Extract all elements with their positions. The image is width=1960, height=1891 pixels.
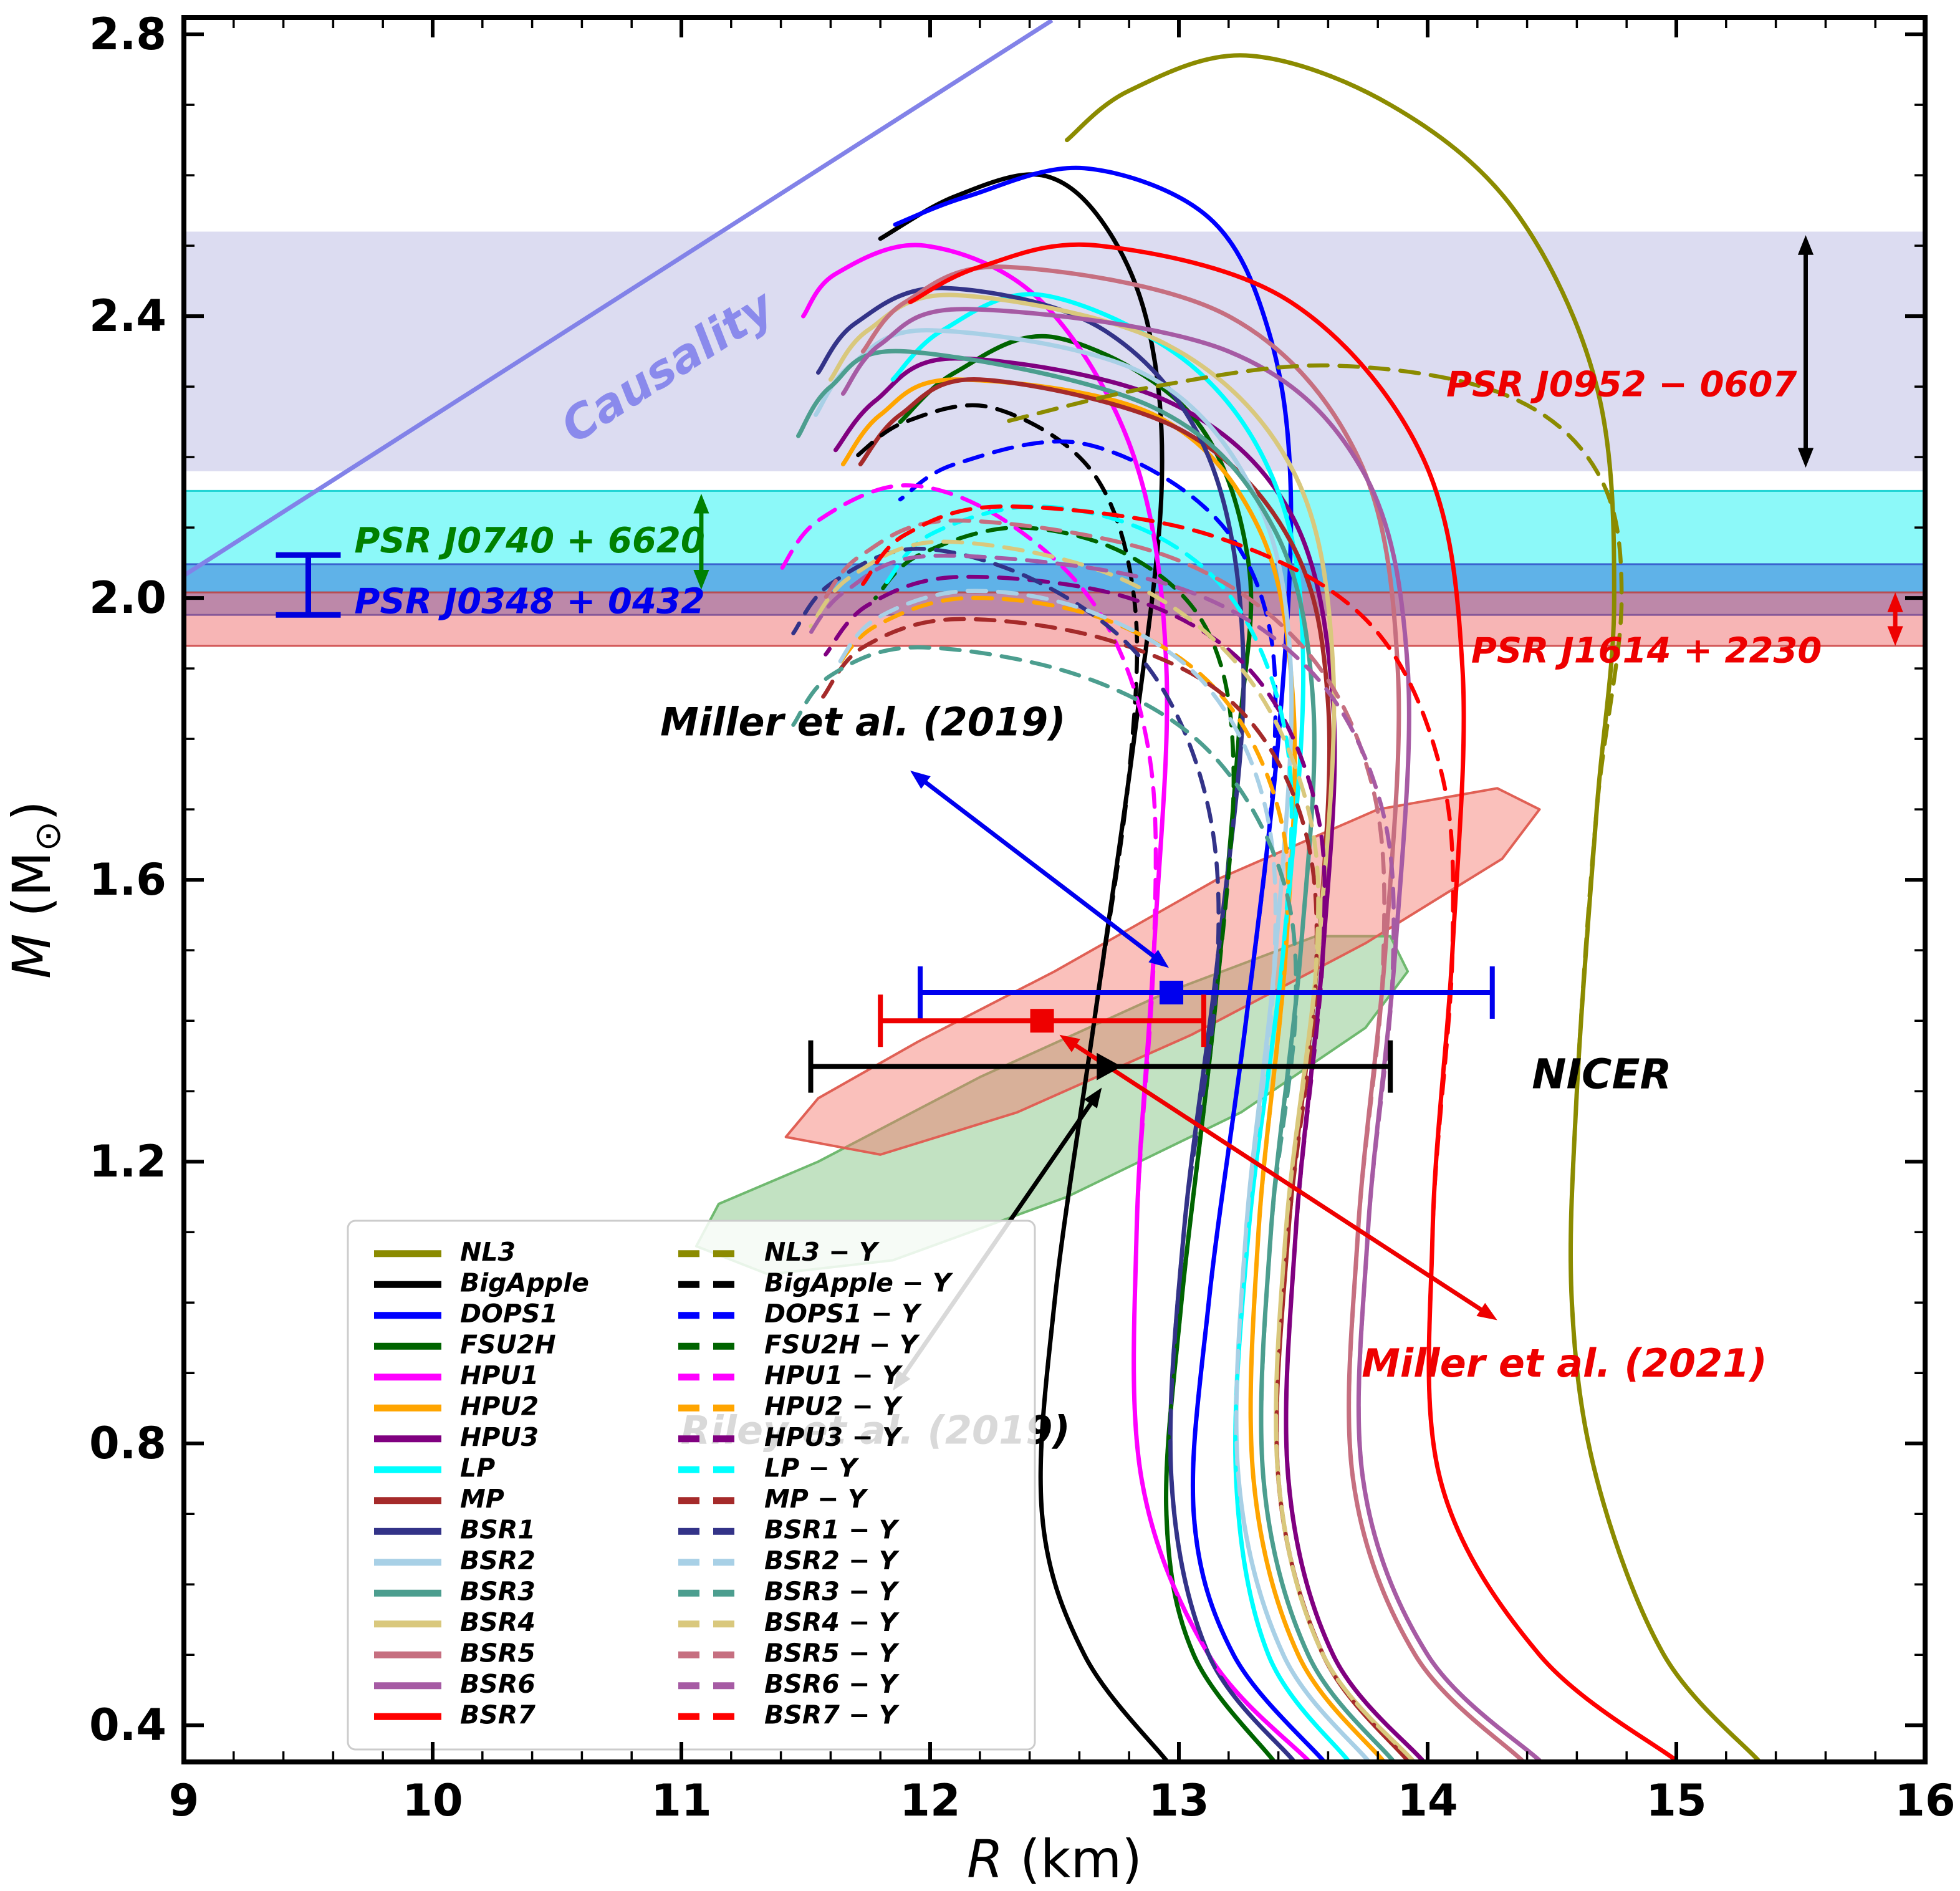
legend-label-NL3-Y: NL3 − Y xyxy=(764,1237,880,1267)
curve-BSR6 xyxy=(840,307,1542,1762)
legend-label-HPU3-Y: HPU3 − Y xyxy=(764,1422,903,1452)
curve-BSR2-Y xyxy=(833,589,1370,1762)
legend-label-BSR2-Y: BSR2 − Y xyxy=(764,1546,900,1576)
curve-NL3-Y xyxy=(1002,363,1761,1762)
legend-label-DOPS1: DOPS1 xyxy=(460,1299,558,1329)
curve-LP-Y xyxy=(883,504,1350,1762)
psr-j1614+2230-band xyxy=(184,592,1925,647)
legend-label-BSR4: BSR4 xyxy=(460,1607,536,1637)
legend-label-BigApple: BigApple xyxy=(460,1268,589,1297)
curve-BSR4-Y xyxy=(809,539,1415,1762)
miller2021-label: Miller et al. (2021) xyxy=(1362,1340,1767,1386)
y-tick-label: 0.8 xyxy=(89,1418,166,1469)
curve-BigApple-Y xyxy=(853,403,1169,1762)
psr-j0740-label: PSR J0740 + 6620 xyxy=(354,521,704,561)
miller2021-pointer-head xyxy=(1476,1302,1497,1321)
curve-BSR7-Y xyxy=(861,504,1679,1762)
legend-label-HPU2: HPU2 xyxy=(460,1391,539,1421)
miller2019-label: Miller et al. (2019) xyxy=(660,700,1065,745)
j1614-range-arrow-head-down xyxy=(1887,626,1903,647)
legend-label-BSR5-Y: BSR5 − Y xyxy=(764,1638,900,1668)
causality-line xyxy=(184,18,1054,577)
riley-2019-bar-marker xyxy=(1097,1052,1122,1080)
y-axis-label: M (M⊙) xyxy=(1,801,69,979)
j0952-range-arrow-head-up xyxy=(1797,235,1814,255)
miller-2019-bar-marker xyxy=(1160,980,1184,1004)
legend-label-LP: LP xyxy=(460,1453,495,1483)
x-tick-label: 15 xyxy=(1646,1775,1706,1826)
psr-j0348-label: PSR J0348 + 0432 xyxy=(354,581,704,622)
legend-label-HPU2-Y: HPU2 − Y xyxy=(764,1391,903,1421)
miller-2021-bar-marker xyxy=(1030,1009,1054,1033)
x-tick-label: 14 xyxy=(1397,1775,1458,1826)
miller2019-pointer xyxy=(921,777,1159,961)
psr-j0952-label: PSR J0952 − 0607 xyxy=(1446,364,1797,405)
curve-BSR1-Y xyxy=(791,546,1295,1762)
y-tick-label: 2.0 xyxy=(89,572,166,623)
miller-2019-contour xyxy=(784,787,1541,1156)
curve-NL3 xyxy=(1065,53,1761,1762)
legend-label-BigApple-Y: BigApple − Y xyxy=(764,1268,954,1297)
legend-label-BSR1: BSR1 xyxy=(460,1514,536,1544)
y-tick-label: 1.6 xyxy=(89,854,166,905)
legend-label-LP-Y: LP − Y xyxy=(764,1453,860,1483)
curve-HPU2-Y xyxy=(833,595,1385,1762)
miller2019-pointer-head xyxy=(1148,950,1170,968)
legend-label-BSR6: BSR6 xyxy=(460,1669,536,1699)
y-tick-label: 0.4 xyxy=(89,1700,166,1751)
legend-label-HPU1: HPU1 xyxy=(460,1360,539,1390)
legend-label-MP: MP xyxy=(460,1484,504,1514)
j0740-range-arrow-head-up xyxy=(693,493,709,514)
nicer-label: NICER xyxy=(1532,1051,1671,1099)
x-axis-label: R (km) xyxy=(967,1829,1142,1890)
miller2021-pointer-tail-head xyxy=(1059,1034,1080,1052)
legend-label-HPU3: HPU3 xyxy=(460,1422,539,1452)
x-tick-label: 16 xyxy=(1895,1775,1955,1826)
legend-label-HPU1-Y: HPU1 − Y xyxy=(764,1360,903,1390)
psr-j1614-label: PSR J1614 + 2230 xyxy=(1471,630,1822,671)
curve-HPU1-Y xyxy=(779,483,1310,1762)
x-tick-label: 12 xyxy=(900,1775,960,1826)
riley2019-pointer-head xyxy=(1084,1087,1102,1109)
x-tick-label: 11 xyxy=(651,1775,711,1826)
j0952-range-arrow-head-down xyxy=(1797,448,1814,468)
y-tick-label: 2.8 xyxy=(89,9,166,60)
curve-BSR6-Y xyxy=(804,554,1542,1762)
legend-label-DOPS1-Y: DOPS1 − Y xyxy=(764,1299,923,1329)
legend-label-BSR3: BSR3 xyxy=(460,1576,536,1606)
miller2021-pointer xyxy=(1070,1041,1486,1314)
j1614-range-arrow-head-up xyxy=(1887,592,1903,612)
x-tick-label: 13 xyxy=(1148,1775,1209,1826)
legend-label-BSR7: BSR7 xyxy=(460,1700,536,1730)
legend-label-BSR2: BSR2 xyxy=(460,1546,536,1576)
legend-label-BSR7-Y: BSR7 − Y xyxy=(764,1700,900,1730)
legend-label-FSU2H-Y: FSU2H − Y xyxy=(764,1329,921,1359)
curve-BSR3-Y xyxy=(791,645,1395,1762)
x-tick-label: 10 xyxy=(402,1775,463,1826)
axes-frame xyxy=(181,15,1928,1764)
legend-label-BSR3-Y: BSR3 − Y xyxy=(764,1576,900,1606)
x-tick-label: 9 xyxy=(169,1775,199,1826)
legend-label-NL3: NL3 xyxy=(460,1237,516,1267)
curve-BSR5-Y xyxy=(819,518,1524,1762)
curve-DOPS1-Y xyxy=(898,439,1325,1762)
legend-label-BSR5: BSR5 xyxy=(460,1638,536,1668)
j0740-range-arrow-head-down xyxy=(693,570,709,590)
legend-label-MP-Y: MP − Y xyxy=(764,1484,869,1514)
legend-label-FSU2H: FSU2H xyxy=(460,1329,556,1359)
curve-LP xyxy=(890,292,1350,1762)
miller2019-pointer-tail-head xyxy=(910,771,931,789)
curve-BSR5 xyxy=(860,264,1525,1762)
legend-box xyxy=(347,1220,1036,1751)
plot-area: PSR J0952 − 0607 PSR J0740 + 6620 PSR J034… xyxy=(184,18,1925,1762)
legend-label-BSR1-Y: BSR1 − Y xyxy=(764,1514,900,1544)
y-tick-label: 1.2 xyxy=(89,1136,166,1187)
curve-HPU3-Y xyxy=(824,574,1425,1762)
legend-label-BSR4-Y: BSR4 − Y xyxy=(764,1607,900,1637)
legend-label-BSR6-Y: BSR6 − Y xyxy=(764,1669,900,1699)
y-tick-label: 2.4 xyxy=(89,291,166,342)
